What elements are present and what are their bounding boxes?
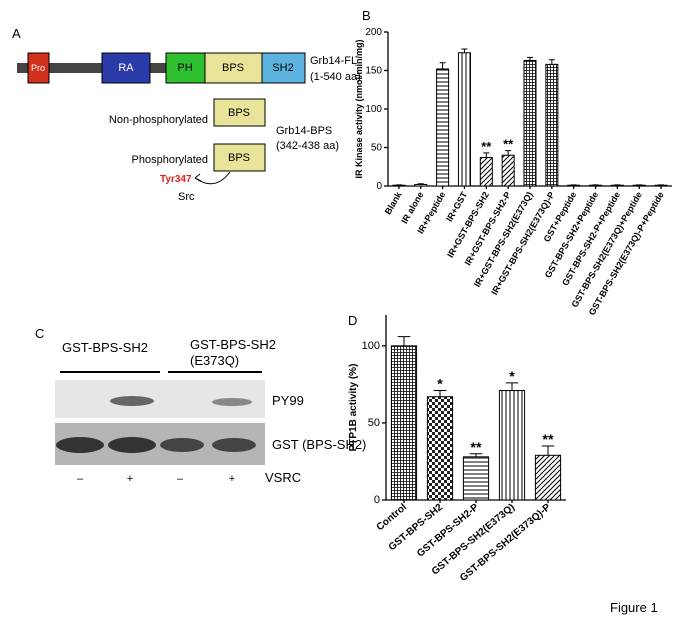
panel-letter: D xyxy=(348,313,357,328)
label: Src xyxy=(178,191,195,203)
y-tick-label: 0 xyxy=(374,494,380,506)
y-tick-label: 0 xyxy=(376,181,382,192)
label: Non-phosphorylated xyxy=(109,114,208,126)
label: Grb14-FL xyxy=(310,55,357,67)
bar xyxy=(427,397,452,500)
x-tick-label: Blank xyxy=(383,189,404,216)
y-tick-label: 100 xyxy=(362,340,380,352)
panel-letter: C xyxy=(35,326,44,341)
significance: ** xyxy=(481,139,492,154)
y-axis-label: IR Kinase activity (nmol/min/mg) xyxy=(354,39,364,178)
bar xyxy=(437,69,449,186)
x-tick-label: GST-BPS-SH2-P xyxy=(415,502,481,560)
error-bar xyxy=(440,63,446,69)
sign: + xyxy=(127,473,133,485)
band xyxy=(108,437,156,453)
bar xyxy=(611,185,623,186)
domain-label: BPS xyxy=(222,62,244,74)
label: (342-438 aa) xyxy=(276,140,339,152)
label: (E373Q) xyxy=(190,353,239,368)
sign: – xyxy=(77,473,84,485)
label: GST-BPS-SH2 xyxy=(190,337,276,352)
error-bar xyxy=(461,49,467,53)
domain-label: SH2 xyxy=(272,62,293,74)
panel-a: A Pro RA PH BPS SH2 Grb14-FL (1-540 aa) … xyxy=(12,26,361,203)
significance: ** xyxy=(471,439,482,455)
y-tick-label: 50 xyxy=(368,417,380,429)
y-tick-label: 50 xyxy=(371,143,383,154)
bar xyxy=(391,346,416,500)
bar xyxy=(568,185,580,186)
sign: – xyxy=(177,473,184,485)
panel-letter: B xyxy=(362,8,371,23)
box-label: BPS xyxy=(228,152,250,164)
arrowhead xyxy=(195,174,201,181)
panel-letter: A xyxy=(12,26,21,41)
band xyxy=(56,437,104,453)
panel-c: C GST-BPS-SH2 GST-BPS-SH2 (E373Q) PY99 G… xyxy=(35,326,366,485)
y-axis-label: PTP1B activity (%) xyxy=(348,364,359,452)
y-tick-label: 100 xyxy=(365,104,382,115)
domain-label: Pro xyxy=(31,63,45,73)
significance: ** xyxy=(503,137,514,152)
bar xyxy=(655,185,667,186)
y-tick-label: 200 xyxy=(365,27,382,38)
label: Phosphorylated xyxy=(132,154,208,166)
label: Grb14-BPS xyxy=(276,125,332,137)
significance: * xyxy=(437,376,443,392)
label: VSRC xyxy=(265,470,301,485)
box-label: BPS xyxy=(228,107,250,119)
bar xyxy=(535,455,560,500)
error-bar xyxy=(542,446,555,455)
error-bar xyxy=(506,383,519,391)
band xyxy=(110,396,154,406)
significance: ** xyxy=(543,431,554,447)
bar xyxy=(502,155,514,186)
domain-label: RA xyxy=(118,62,134,74)
bar xyxy=(590,185,602,186)
band xyxy=(212,438,256,452)
bar xyxy=(415,184,427,186)
label: PY99 xyxy=(272,393,304,408)
bar xyxy=(463,457,488,500)
label: GST-BPS-SH2 xyxy=(62,340,148,355)
figure-label: Figure 1 xyxy=(610,600,658,615)
bar xyxy=(524,60,536,186)
error-bar xyxy=(549,60,555,65)
domain-label: PH xyxy=(177,62,192,74)
sign: + xyxy=(229,473,235,485)
y-tick-label: 150 xyxy=(365,66,382,77)
arrow xyxy=(195,172,230,184)
error-bar xyxy=(398,337,411,346)
band xyxy=(212,398,252,406)
bar xyxy=(499,391,524,500)
bar xyxy=(458,53,470,186)
bar xyxy=(546,64,558,186)
bar xyxy=(393,185,405,186)
bar xyxy=(480,158,492,186)
label: Tyr347 xyxy=(160,174,192,185)
significance: * xyxy=(509,368,515,384)
band xyxy=(160,438,204,452)
bar xyxy=(633,185,645,186)
x-tick-label: Control xyxy=(375,502,409,533)
